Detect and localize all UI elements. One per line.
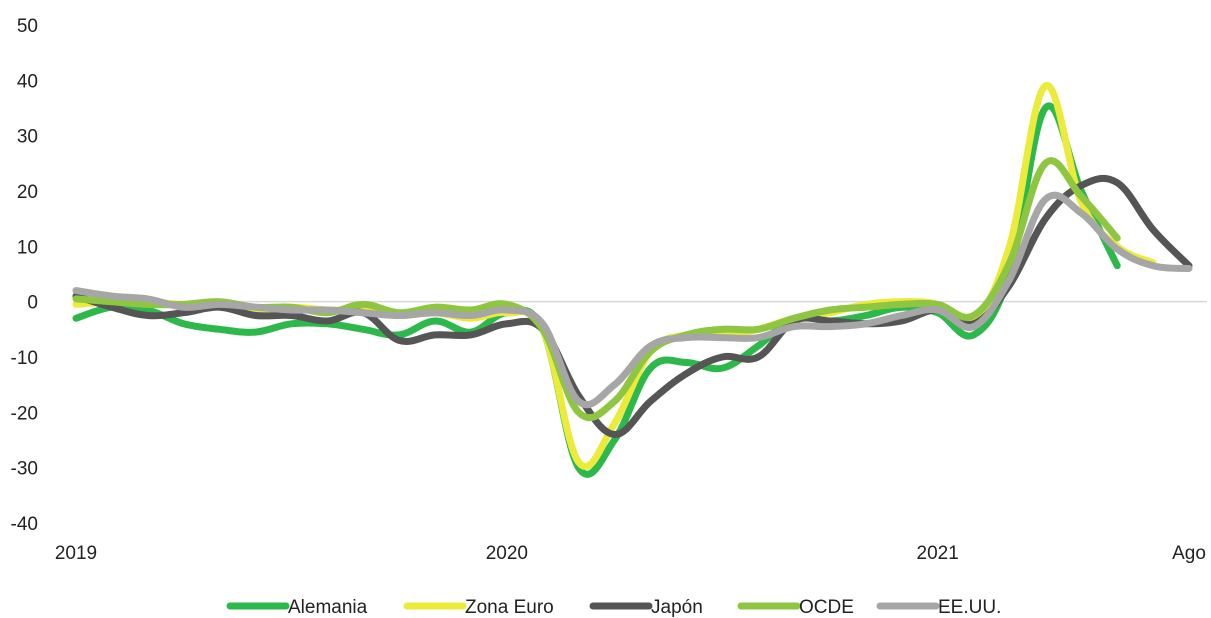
x-tick-label: 2020 xyxy=(486,543,528,564)
x-axis: 2019 2020 2021 Ago xyxy=(55,543,1206,564)
series-line-ee-uu xyxy=(72,191,1193,409)
series-line-alemania xyxy=(72,102,1121,478)
y-tick-label: -10 xyxy=(11,348,38,369)
x-tick-label: Ago xyxy=(1172,543,1206,564)
legend-label: Zona Euro xyxy=(465,597,554,618)
x-tick-label: 2019 xyxy=(55,543,97,564)
y-tick-label: 20 xyxy=(17,182,38,203)
legend-label: Japón xyxy=(651,597,703,618)
legend-label: EE.UU. xyxy=(938,597,1001,618)
y-axis: -40 -30 -20 -10 0 10 20 30 40 50 xyxy=(11,16,38,535)
legend: Alemania Zona Euro Japón OCDE EE.UU. xyxy=(226,597,1001,618)
legend-label: Alemania xyxy=(288,597,368,618)
x-tick-label: 2021 xyxy=(917,543,959,564)
y-tick-label: -40 xyxy=(11,514,38,535)
series-layer xyxy=(72,82,1193,478)
y-tick-label: 0 xyxy=(27,293,38,314)
y-tick-label: 10 xyxy=(17,237,38,258)
legend-label: OCDE xyxy=(799,597,854,618)
y-tick-label: 50 xyxy=(17,16,38,37)
series-line-zona-euro xyxy=(72,82,1157,470)
series-line-ocde xyxy=(72,157,1121,422)
y-tick-label: 30 xyxy=(17,127,38,148)
y-tick-label: 40 xyxy=(17,71,38,92)
y-tick-label: -30 xyxy=(11,459,38,480)
y-tick-label: -20 xyxy=(11,403,38,424)
